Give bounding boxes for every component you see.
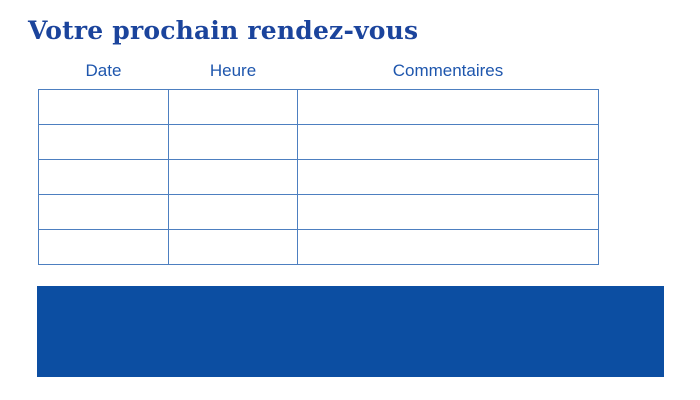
table-cell <box>38 193 169 230</box>
table-cell <box>168 88 298 125</box>
table-cell <box>168 228 298 265</box>
table-cell <box>297 193 599 230</box>
column-header-commentaires: Commentaires <box>392 61 504 81</box>
header-row: Date Heure Commentaires <box>39 58 599 89</box>
appointments-table-body <box>38 88 599 265</box>
appointments-table: Date Heure Commentaires <box>38 58 599 265</box>
appointments-table-head: Date Heure Commentaires <box>39 58 599 89</box>
table-cell <box>168 123 298 160</box>
table-cell <box>297 123 599 160</box>
column-header-date: Date <box>85 61 122 81</box>
table-cell <box>38 228 169 265</box>
table-cell <box>297 158 599 195</box>
table-cell <box>168 193 298 230</box>
table-row <box>38 228 599 265</box>
footer-banner <box>37 286 664 377</box>
table-cell <box>38 123 169 160</box>
table-cell <box>297 228 599 265</box>
table-row <box>38 193 599 230</box>
table-row <box>38 88 599 125</box>
table-row <box>38 158 599 195</box>
column-header-heure: Heure <box>209 61 257 81</box>
table-cell <box>38 88 169 125</box>
table-cell <box>38 158 169 195</box>
table-cell <box>297 88 599 125</box>
table-row <box>38 123 599 160</box>
page-title: Votre prochain rendez-vous <box>28 16 419 45</box>
table-cell <box>168 158 298 195</box>
